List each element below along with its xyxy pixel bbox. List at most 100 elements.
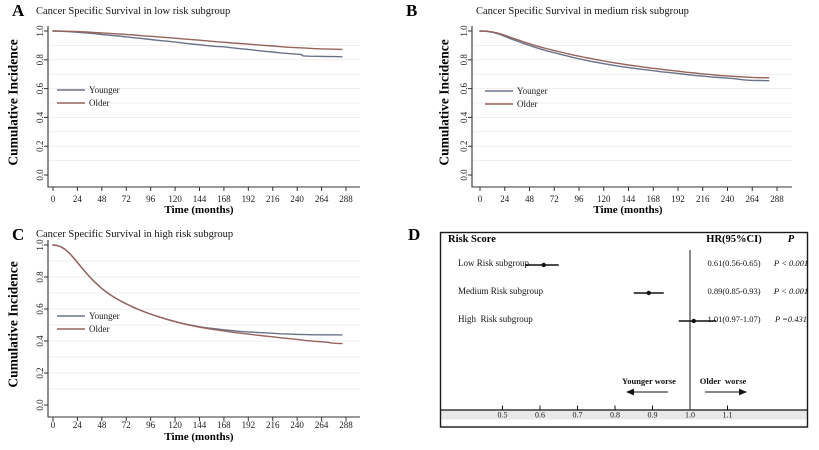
panel-a-x-axis-title: Time (months) bbox=[164, 204, 234, 216]
hr-point bbox=[541, 262, 546, 268]
older-worse-label: Older worse bbox=[699, 376, 747, 386]
panel-b-plot: 0 24 48 72 96 120 144 168 192 216 240 264 288 0.0 0.2 0… bbox=[459, 25, 792, 204]
x-tick-label: 96 bbox=[146, 420, 156, 430]
x-tick-label: 144 bbox=[622, 194, 636, 204]
forest-row-p-value: P < 0.001 bbox=[773, 258, 809, 268]
survival-curve-older bbox=[52, 244, 343, 345]
forest-frame bbox=[439, 231, 809, 428]
x-tick-label: 168 bbox=[217, 194, 231, 204]
younger-worse-label: Younger worse bbox=[622, 376, 676, 386]
forest-column-risk-score: Risk Score bbox=[448, 234, 496, 245]
x-tick-label: 264 bbox=[746, 194, 760, 204]
forest-row-hr-value: 1.01(0.97-1.07) bbox=[707, 314, 761, 324]
x-tick-label: 216 bbox=[266, 420, 280, 430]
panel-b-title: Cancer Specific Survival in medium risk … bbox=[476, 6, 689, 17]
x-tick-label: 0 bbox=[51, 420, 56, 430]
x-tick-label: 144 bbox=[193, 194, 207, 204]
x-tick-label: 288 bbox=[339, 420, 353, 430]
panel-c-letter: C bbox=[12, 225, 25, 244]
x-tick-label: 168 bbox=[217, 420, 231, 430]
x-tick-label: 24 bbox=[500, 194, 510, 204]
survival-curve-younger bbox=[52, 244, 343, 336]
y-tick-label: 0.6 bbox=[35, 82, 45, 94]
forest-tick-label: 0.7 bbox=[573, 411, 583, 420]
x-tick-label: 240 bbox=[290, 194, 304, 204]
y-tick-label: 0.0 bbox=[35, 169, 45, 181]
x-tick-label: 240 bbox=[721, 194, 735, 204]
panel-a-y-axis-title: Cumulative Incidence bbox=[5, 39, 21, 166]
right-arrowhead-icon bbox=[739, 388, 747, 396]
survival-curve-older bbox=[479, 30, 770, 79]
axis-spine bbox=[47, 26, 360, 188]
x-tick-label: 24 bbox=[73, 194, 83, 204]
forest-tick-label: 1.0 bbox=[685, 411, 695, 420]
x-tick-label: 264 bbox=[315, 420, 329, 430]
forest-tick-label: 0.9 bbox=[648, 411, 658, 420]
panel-a-letter: A bbox=[12, 1, 25, 20]
legend-label-older: Older bbox=[89, 324, 110, 334]
y-tick-label: 0.4 bbox=[35, 335, 45, 347]
x-tick-label: 96 bbox=[575, 194, 585, 204]
x-tick-label: 288 bbox=[770, 194, 784, 204]
x-tick-label: 144 bbox=[193, 420, 207, 430]
panel-b: 0 24 48 72 96 120 144 168 192 216 240 264 288 0.0 0.2 0… bbox=[400, 0, 819, 225]
panel-c-title: Cancer Specific Survival in high risk su… bbox=[36, 229, 234, 240]
x-tick-label: 192 bbox=[242, 420, 256, 430]
panel-a-plot: 0 24 48 72 96 120 144 168 192 216 240 264 288 0.0 0.2 0… bbox=[35, 25, 360, 204]
y-tick-label: 1.0 bbox=[459, 25, 469, 37]
x-tick-label: 48 bbox=[525, 194, 535, 204]
legend-label-younger: Younger bbox=[517, 86, 548, 96]
x-tick-label: 216 bbox=[696, 194, 710, 204]
panel-a-title: Cancer Specific Survival in low risk sub… bbox=[36, 6, 231, 17]
legend-label-younger: Younger bbox=[89, 311, 120, 321]
y-tick-label: 1.0 bbox=[35, 239, 45, 251]
x-tick-label: 240 bbox=[290, 420, 304, 430]
forest-row-p-value: P < 0.001 bbox=[773, 286, 809, 296]
panel-d-plot: 0.5 0.6 0.7 0.8 0.9 1.0 1.1 bbox=[439, 231, 809, 428]
panel-c-x-axis-title: Time (months) bbox=[164, 431, 234, 443]
y-tick-label: 0.6 bbox=[35, 303, 45, 315]
y-tick-label: 0.4 bbox=[459, 111, 469, 123]
x-tick-label: 72 bbox=[122, 420, 131, 430]
y-tick-label: 0.4 bbox=[35, 111, 45, 123]
y-tick-label: 0.0 bbox=[35, 399, 45, 411]
panel-b-letter: B bbox=[406, 1, 418, 20]
x-tick-label: 120 bbox=[168, 420, 182, 430]
panel-a: 0 24 48 72 96 120 144 168 192 216 240 264 288 0.0 0.2 0… bbox=[0, 0, 410, 225]
x-tick-label: 168 bbox=[647, 194, 661, 204]
forest-tick-label: 0.6 bbox=[535, 411, 545, 420]
x-tick-label: 264 bbox=[315, 194, 329, 204]
survival-curve-older bbox=[52, 30, 343, 51]
axis-spine bbox=[471, 26, 792, 188]
forest-tick-label: 0.8 bbox=[610, 411, 620, 420]
legend-label-older: Older bbox=[89, 98, 110, 108]
forest-column-p: P bbox=[787, 234, 795, 245]
forest-column-hr: HR(95%CI) bbox=[706, 234, 762, 245]
panel-c-y-axis-title: Cumulative Incidence bbox=[5, 261, 21, 388]
forest-tick-label: 1.1 bbox=[723, 411, 733, 420]
panel-d-letter: D bbox=[408, 225, 421, 244]
y-tick-label: 1.0 bbox=[35, 25, 45, 37]
forest-row-label: High Risk subgroup bbox=[458, 314, 533, 324]
y-tick-label: 0.0 bbox=[459, 169, 469, 181]
y-tick-label: 0.8 bbox=[35, 54, 45, 66]
x-tick-label: 96 bbox=[146, 194, 156, 204]
hr-point bbox=[691, 318, 696, 324]
axis-spine bbox=[47, 240, 360, 418]
y-tick-label: 0.8 bbox=[35, 271, 45, 283]
y-tick-label: 0.2 bbox=[35, 367, 45, 378]
x-tick-label: 0 bbox=[478, 194, 483, 204]
panel-b-x-axis-title: Time (months) bbox=[593, 204, 663, 216]
x-tick-label: 0 bbox=[51, 194, 56, 204]
panel-b-y-axis-title: Cumulative Incidence bbox=[436, 39, 452, 166]
forest-row-label: Low Risk subgroup bbox=[458, 258, 530, 268]
legend-label-younger: Younger bbox=[89, 85, 120, 95]
x-tick-label: 48 bbox=[97, 194, 107, 204]
survival-curve-younger bbox=[52, 30, 343, 58]
panel-c: 0 24 48 72 96 120 144 168 192 216 240 264 288 0.0 0.2 0… bbox=[0, 222, 410, 450]
forest-row-label: Medium Risk subgroup bbox=[458, 286, 544, 296]
panel-c-plot: 0 24 48 72 96 120 144 168 192 216 240 264 288 0.0 0.2 0… bbox=[35, 239, 360, 430]
x-tick-label: 120 bbox=[168, 194, 182, 204]
legend-label-older: Older bbox=[517, 99, 538, 109]
x-tick-label: 48 bbox=[97, 420, 107, 430]
